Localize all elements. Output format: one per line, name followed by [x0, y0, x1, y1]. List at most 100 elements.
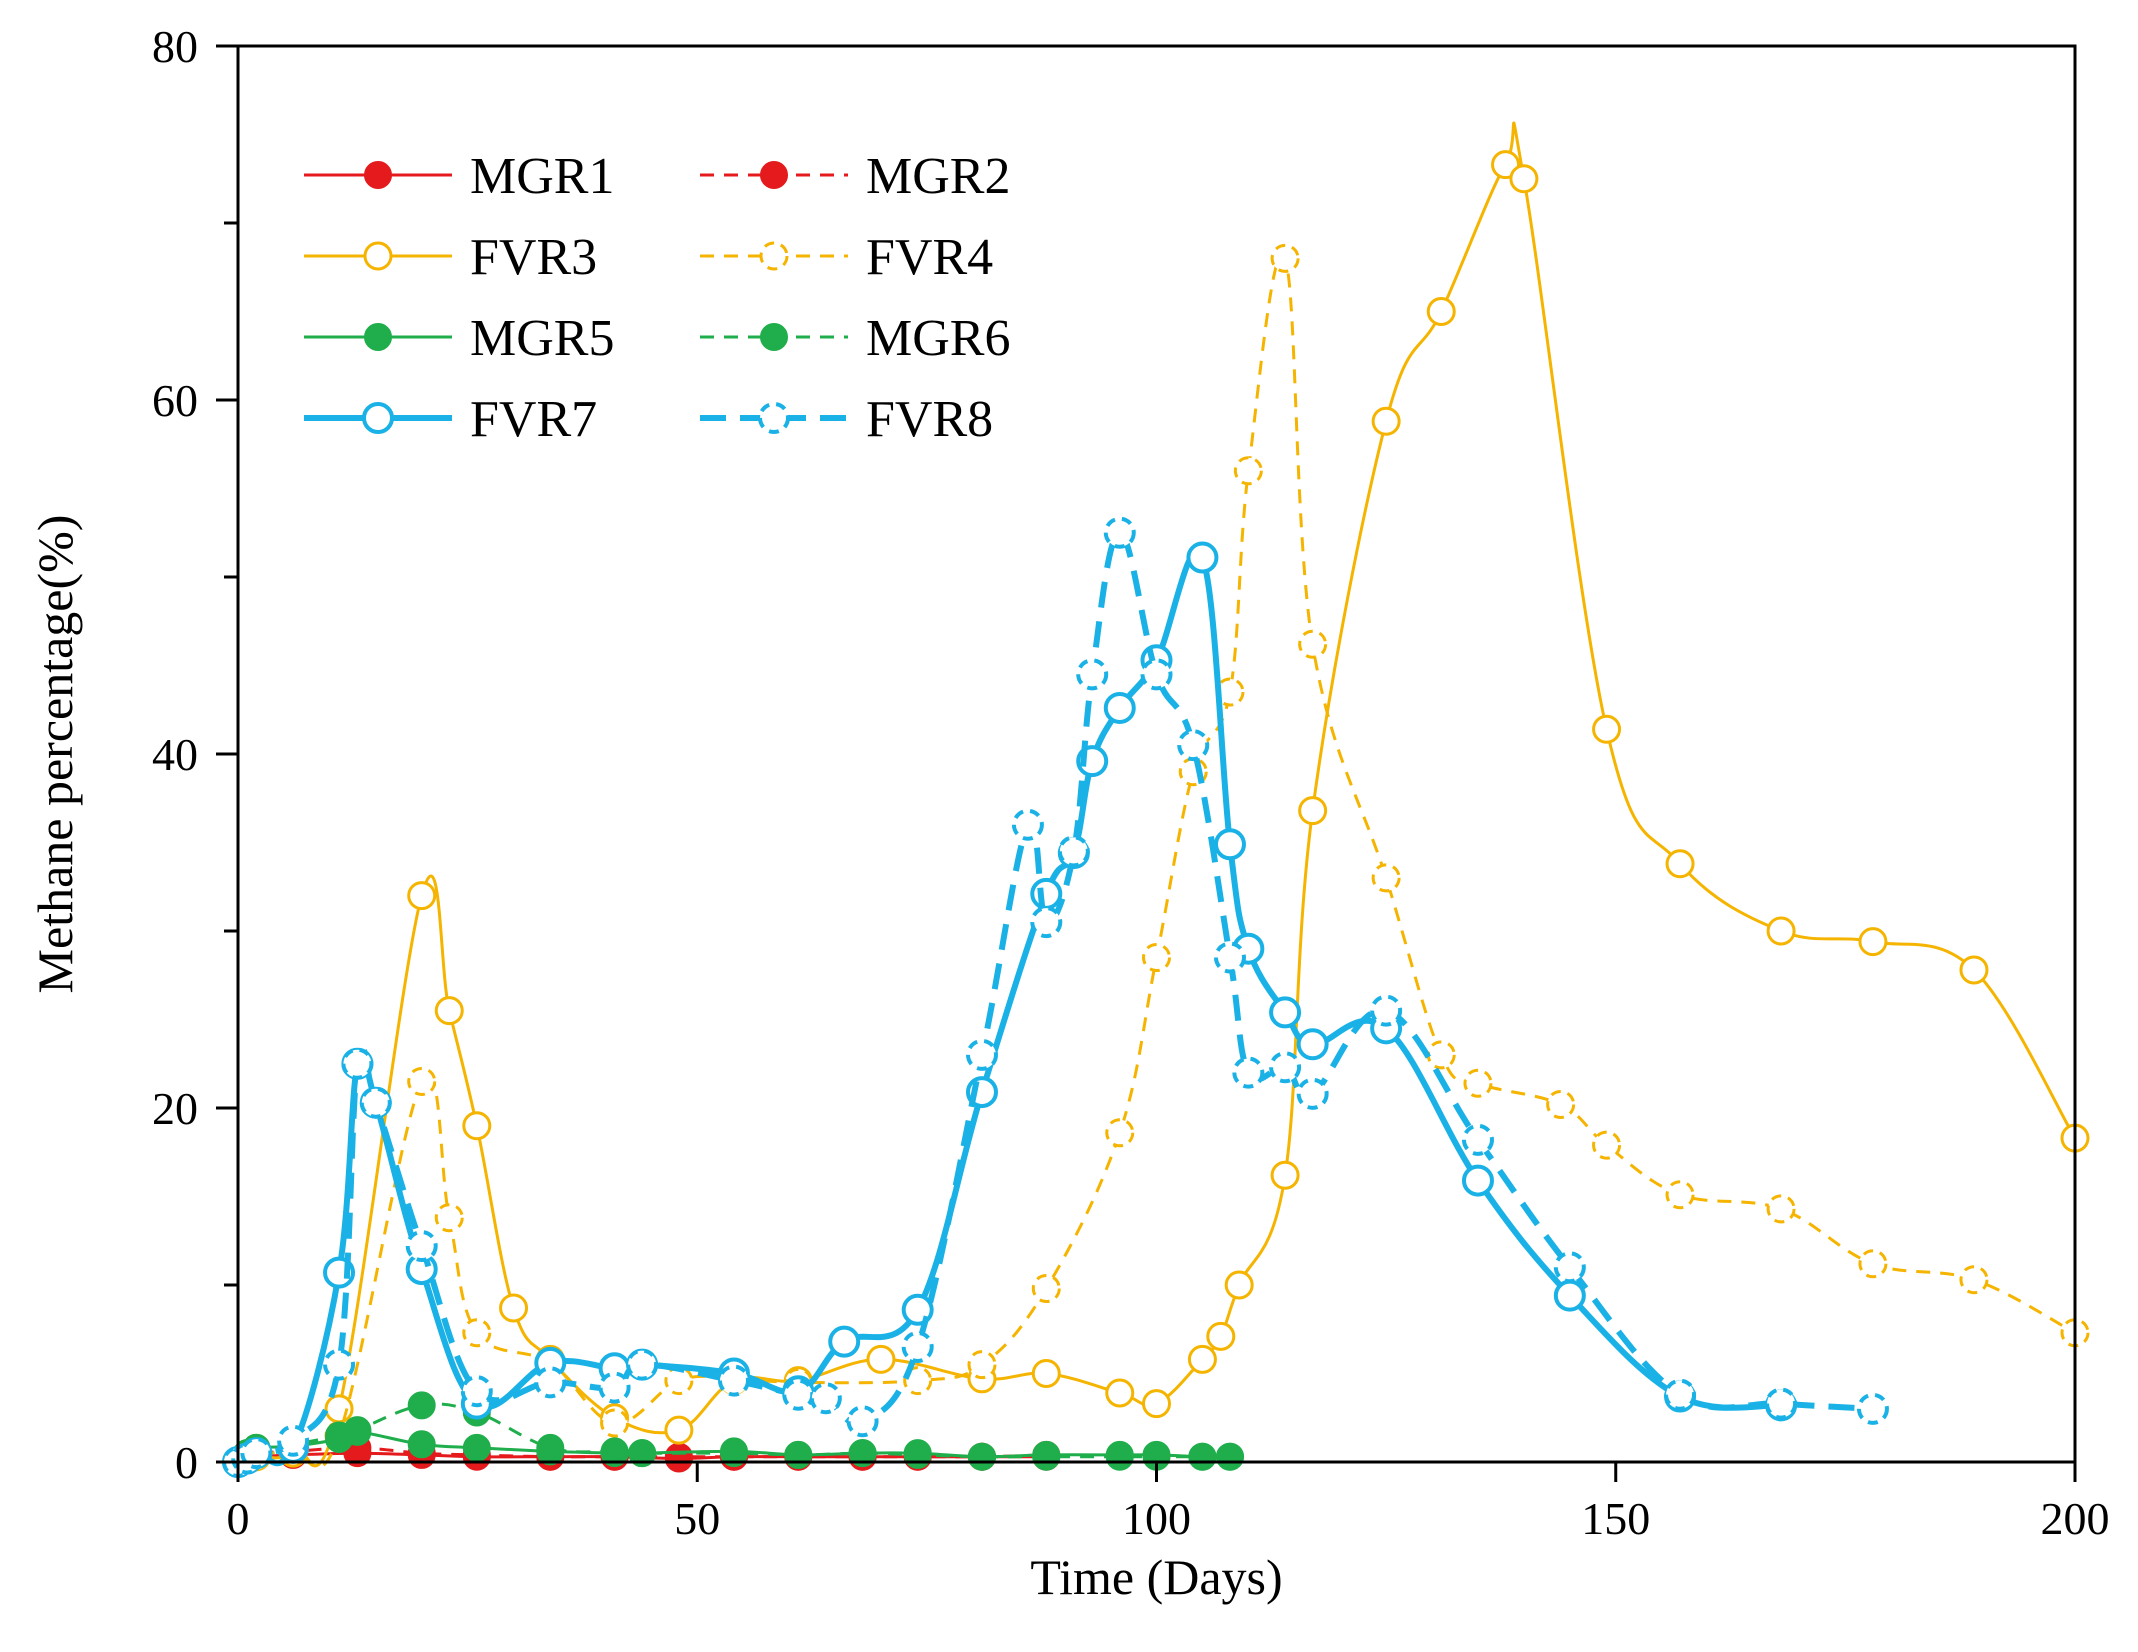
data-point [1426, 1040, 1456, 1070]
legend-label: MGR6 [866, 310, 1010, 367]
data-point [1665, 1180, 1695, 1210]
data-point [462, 1318, 492, 1348]
data-point [903, 1440, 932, 1469]
data-point [1463, 1068, 1493, 1098]
data-point [1213, 941, 1246, 974]
data-point [1142, 1389, 1171, 1419]
data-point [1103, 516, 1136, 549]
y-tick-label: 60 [152, 375, 198, 426]
data-point [1269, 1051, 1302, 1084]
data-point [967, 1442, 996, 1471]
data-point [1177, 729, 1210, 762]
legend-item-mgr1: MGR1 [304, 148, 614, 205]
data-point [598, 1371, 631, 1404]
data-point [600, 1408, 630, 1438]
y-axis-title: Methane percentage(%) [27, 515, 83, 994]
data-point [1031, 1274, 1061, 1304]
data-point [1461, 1123, 1494, 1156]
data-point [1057, 835, 1090, 868]
data-point [1665, 849, 1695, 879]
data-point [1858, 1249, 1888, 1279]
data-point [784, 1440, 813, 1469]
data-point [1105, 1118, 1135, 1148]
data-point [628, 1439, 657, 1468]
legend-label: MGR1 [470, 148, 614, 205]
data-point [717, 1364, 750, 1397]
data-point [1140, 658, 1173, 691]
data-point [600, 1437, 629, 1466]
y-tick-label: 80 [152, 21, 198, 72]
data-point [1766, 916, 1796, 946]
data-point [1032, 1442, 1061, 1471]
data-point [1233, 456, 1263, 486]
data-point [1224, 1270, 1254, 1300]
data-point [1105, 1442, 1134, 1471]
data-point [240, 1437, 273, 1470]
data-point [1269, 996, 1302, 1029]
legend-item-fvr7: FVR7 [304, 391, 597, 448]
data-point [1206, 1321, 1236, 1351]
data-point [341, 1047, 374, 1080]
data-point [1858, 927, 1888, 957]
data-point [1030, 906, 1063, 939]
data-point [1270, 243, 1300, 273]
y-tick-label: 0 [175, 1437, 198, 1488]
data-point [719, 1439, 748, 1468]
data-point [1509, 164, 1539, 194]
data-point [1592, 1130, 1622, 1160]
data-point [1186, 541, 1219, 574]
data-point [1142, 943, 1171, 973]
data-point [903, 1366, 933, 1396]
legend: MGR1 MGR2 FVR3 FVR4 MGR5 MGR6 FVR7 FVR8 [304, 148, 1010, 448]
data-point [343, 1416, 372, 1445]
data-point [1298, 796, 1328, 826]
data-point [1856, 1392, 1889, 1425]
data-point [462, 1433, 491, 1462]
data-point [828, 1325, 861, 1358]
data-point [1103, 691, 1136, 724]
data-point [407, 881, 437, 911]
x-axis-title: Time (Days) [1030, 1549, 1282, 1605]
data-point [1766, 1194, 1796, 1224]
data-point [1213, 828, 1246, 861]
data-point [782, 1378, 815, 1411]
data-point [405, 1230, 438, 1263]
data-point [499, 1293, 529, 1323]
data-point [1959, 1265, 1989, 1295]
legend-label: FVR3 [470, 229, 597, 286]
data-point [809, 1382, 842, 1415]
data-point [1426, 297, 1456, 326]
data-point [323, 1348, 356, 1381]
data-point [1592, 714, 1622, 744]
series-line-mgr2 [237, 1446, 1047, 1464]
data-point [536, 1433, 565, 1462]
data-point [1296, 1077, 1329, 1110]
data-point [534, 1366, 567, 1399]
x-tick-label: 0 [227, 1493, 250, 1544]
legend-label: MGR2 [866, 148, 1010, 205]
data-point [901, 1330, 934, 1363]
data-point [1076, 658, 1109, 691]
legend-marker [362, 402, 394, 434]
data-point [664, 1442, 693, 1471]
data-point [1371, 406, 1401, 436]
legend-label: MGR5 [470, 310, 614, 367]
legend-item-fvr4: FVR4 [700, 229, 993, 286]
x-tick-label: 100 [1122, 1493, 1191, 1544]
data-point [848, 1439, 877, 1468]
data-point [462, 1111, 492, 1141]
data-point [1959, 955, 1989, 985]
x-tick-label: 200 [2041, 1493, 2110, 1544]
data-point [1296, 1028, 1329, 1061]
axes-layer: 0 20 40 60 80 0 50 100 150 200 [152, 21, 2110, 1544]
data-point [434, 996, 464, 1026]
data-point [1553, 1251, 1586, 1284]
data-point [1765, 1387, 1798, 1420]
data-point [1553, 1279, 1586, 1312]
data-point [434, 1203, 464, 1233]
data-point [664, 1415, 694, 1445]
data-point [1298, 629, 1328, 659]
x-tick-label: 150 [1581, 1493, 1650, 1544]
